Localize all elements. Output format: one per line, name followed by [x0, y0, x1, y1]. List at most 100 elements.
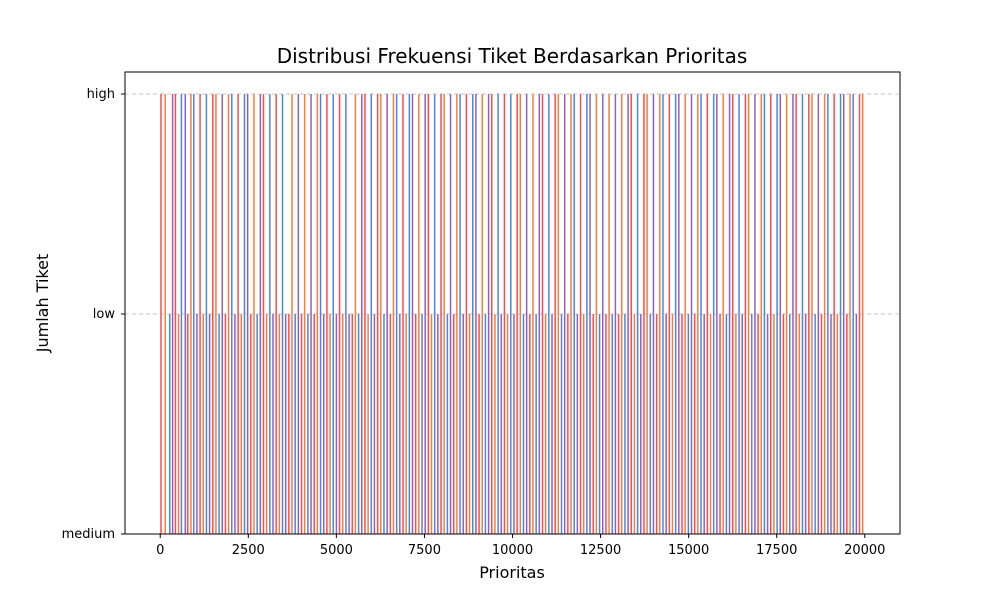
bar — [456, 94, 458, 534]
bar — [338, 94, 341, 534]
bar — [554, 94, 556, 534]
bar — [278, 314, 281, 534]
bar — [205, 94, 208, 534]
bar — [649, 314, 652, 534]
bar — [525, 94, 528, 534]
bar — [187, 314, 189, 534]
bar — [827, 94, 829, 534]
bar — [776, 94, 778, 534]
bar — [811, 94, 813, 534]
bar — [446, 314, 449, 534]
bar — [833, 94, 835, 534]
bar — [171, 94, 174, 534]
bar — [544, 314, 547, 534]
bar — [297, 94, 300, 534]
bar — [598, 314, 601, 534]
bar — [259, 94, 262, 534]
bar — [399, 314, 401, 534]
bar — [418, 94, 420, 534]
chart-title: Distribusi Frekuensi Tiket Berdasarkan P… — [277, 44, 748, 68]
bar — [199, 94, 201, 534]
bar — [389, 314, 392, 534]
x-tick-label: 7500 — [408, 543, 441, 558]
bar — [319, 94, 322, 534]
bar — [861, 94, 864, 534]
bar — [697, 94, 699, 534]
bar — [757, 314, 759, 534]
bar — [586, 94, 588, 534]
bar — [291, 94, 293, 534]
bar — [510, 94, 512, 534]
bar — [750, 314, 753, 534]
bar — [376, 94, 379, 534]
bar — [779, 94, 782, 534]
x-tick-label: 15000 — [668, 543, 709, 558]
bar — [221, 94, 224, 534]
bar — [735, 314, 737, 534]
bar — [322, 314, 325, 534]
bar — [627, 94, 629, 534]
bar — [497, 94, 499, 534]
bar — [817, 94, 820, 534]
bar — [345, 94, 347, 534]
bar — [763, 94, 766, 534]
bar — [234, 314, 236, 534]
bar — [579, 94, 582, 534]
bar — [814, 314, 816, 534]
bar — [538, 94, 541, 534]
bar — [224, 314, 227, 534]
bar — [716, 94, 718, 534]
bar — [744, 94, 747, 534]
bar — [785, 94, 788, 534]
bar — [243, 94, 246, 534]
bar — [668, 94, 671, 534]
bar — [700, 94, 702, 534]
bar — [773, 314, 775, 534]
y-tick-label: high — [87, 87, 115, 102]
bar — [506, 314, 509, 534]
bar — [529, 314, 531, 534]
bar — [373, 314, 376, 534]
bar — [351, 314, 354, 534]
bar — [830, 314, 832, 534]
bar — [617, 314, 620, 534]
bar — [640, 314, 642, 534]
bar — [823, 94, 826, 534]
bar — [215, 94, 217, 534]
bar — [288, 314, 290, 534]
bar — [738, 94, 740, 534]
bar — [671, 314, 674, 534]
bar — [310, 94, 312, 534]
bar — [231, 94, 233, 534]
bar — [754, 94, 756, 534]
bar — [284, 314, 287, 534]
bar — [652, 94, 655, 534]
bar — [227, 94, 230, 534]
bar — [709, 314, 712, 534]
bar — [246, 94, 249, 534]
bar — [300, 314, 303, 534]
bar — [535, 314, 537, 534]
bar — [487, 94, 490, 534]
bar — [386, 94, 388, 534]
bar — [443, 94, 445, 534]
bar — [519, 94, 522, 534]
bar — [548, 94, 550, 534]
bar — [184, 94, 187, 534]
bar — [294, 314, 296, 534]
bar — [646, 94, 648, 534]
bar — [614, 94, 617, 534]
bar — [316, 94, 319, 534]
bar — [265, 314, 268, 534]
bar — [624, 314, 626, 534]
bar — [798, 314, 801, 534]
bar — [592, 314, 594, 534]
bar — [240, 314, 243, 534]
bar — [522, 314, 525, 534]
bar — [608, 94, 610, 534]
bar — [437, 314, 439, 534]
bar — [361, 94, 363, 534]
bar — [190, 94, 192, 534]
bar — [690, 94, 693, 534]
